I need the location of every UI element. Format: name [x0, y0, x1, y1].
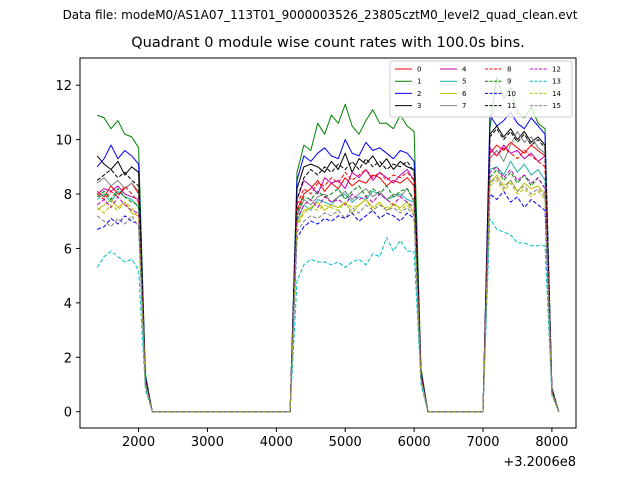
series-line-13: [96, 218, 560, 413]
x-tick-label: 6000: [398, 435, 431, 450]
y-tick-label: 8: [64, 188, 72, 203]
x-tick-label: 2000: [122, 435, 155, 450]
chart-title: Quadrant 0 module wise count rates with …: [131, 35, 525, 51]
legend-label-2: 2: [417, 90, 421, 98]
figure-suptitle: Data file: modeM0/AS1A07_113T01_90000035…: [62, 8, 578, 22]
x-tick-label: 5000: [329, 435, 362, 450]
legend-label-8: 8: [507, 66, 511, 74]
legend-label-14: 14: [552, 90, 561, 98]
y-tick-label: 0: [64, 406, 72, 421]
legend-label-0: 0: [417, 66, 421, 74]
x-tick-label: 4000: [260, 435, 293, 450]
legend-label-5: 5: [462, 78, 466, 86]
legend-box: [389, 60, 573, 118]
y-tick-label: 12: [55, 79, 72, 94]
legend-label-7: 7: [462, 102, 466, 110]
legend-label-10: 10: [507, 90, 516, 98]
legend-label-13: 13: [552, 78, 561, 86]
legend-label-4: 4: [462, 66, 467, 74]
y-tick-label: 6: [64, 242, 72, 257]
y-tick-label: 2: [64, 351, 72, 366]
series-layer: [96, 76, 560, 413]
legend-label-1: 1: [417, 78, 421, 86]
x-tick-label: 7000: [466, 435, 499, 450]
legend-label-9: 9: [507, 78, 511, 86]
plot-frame: [79, 57, 577, 429]
legend-label-12: 12: [552, 66, 561, 74]
legend-label-15: 15: [552, 102, 561, 110]
series-line-15: [96, 177, 560, 413]
x-tick-label: 8000: [535, 435, 568, 450]
x-tick-label: 3000: [191, 435, 224, 450]
y-tick-label: 4: [64, 297, 72, 312]
legend-label-6: 6: [462, 90, 467, 98]
legend-label-11: 11: [507, 102, 516, 110]
x-axis-offset-label: +3.2006e8: [503, 455, 576, 470]
y-tick-label: 10: [55, 134, 72, 149]
legend-label-3: 3: [417, 102, 421, 110]
axis-layer: 2000 3000 4000 5000 6000 7000 8000024681012+3.…: [55, 79, 576, 470]
